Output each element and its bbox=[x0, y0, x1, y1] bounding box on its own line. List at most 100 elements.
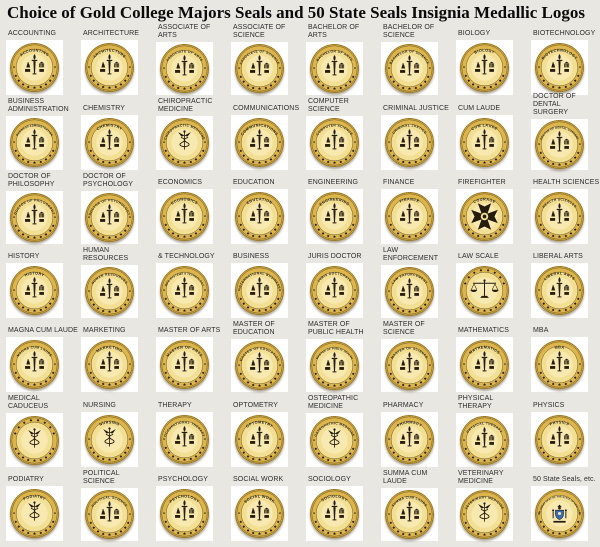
seal-thumbnail[interactable]: ASSOCIATE OF SCIENCE bbox=[231, 42, 288, 96]
seal-label: MASTER OF SCIENCE bbox=[383, 321, 425, 337]
svg-text:COURAGE: COURAGE bbox=[473, 197, 497, 204]
seal-label: 50 State Seals, etc. bbox=[533, 476, 596, 484]
gold-seal-image: EDUCATION bbox=[235, 191, 284, 241]
seal-thumbnail[interactable]: HEALTH SCIENCES bbox=[531, 188, 588, 244]
seal-thumbnail[interactable]: ENGINEERING bbox=[306, 188, 363, 244]
gold-seal-image: ARCHITECTURE bbox=[85, 43, 134, 93]
seal-thumbnail[interactable]: BIOTECHNOLOGY bbox=[531, 40, 588, 96]
seal-thumbnail[interactable]: CHIROPRACTIC MEDICINE bbox=[156, 116, 213, 170]
gold-seal-image: MARKETING bbox=[85, 340, 134, 390]
seal-thumbnail[interactable]: OPTOMETRY bbox=[231, 411, 288, 467]
seal-thumbnail[interactable]: BUSINESS ADMINISTRATION bbox=[6, 116, 63, 170]
seal-cell: ACCOUNTING ACCOUNTING bbox=[0, 24, 75, 98]
gold-seal-image: COMMUNICATIONS bbox=[235, 117, 284, 167]
torch-emblem-icon bbox=[250, 500, 270, 521]
gold-seal-image: PHYSICAL THERAPY bbox=[460, 415, 509, 465]
seal-thumbnail[interactable]: COMPUTER SCIENCE bbox=[306, 116, 363, 170]
seal-thumbnail[interactable]: CHEMISTRY bbox=[81, 114, 138, 170]
seal-thumbnail[interactable]: VETERINARY MEDICINE bbox=[456, 487, 513, 542]
seal-thumbnail[interactable]: PODIATRY bbox=[6, 486, 63, 542]
gold-seal-image: SUMMA CUM LAUDE bbox=[385, 489, 434, 539]
seal-cell: PHYSICAL THERAPY PHYSICAL THERAPY bbox=[450, 395, 525, 469]
seal-thumbnail[interactable]: DOCTOR OF PHILOSOPHY bbox=[6, 190, 63, 244]
gold-seal-image: JURIS DOCTORATE bbox=[310, 266, 359, 316]
seal-cell: & TECHNOLOGY INFO SYSTEMS & TECHNOLOGY bbox=[150, 247, 225, 321]
seal-cell: COMPUTER SCIENCE COMPUTER SCIENCE bbox=[300, 98, 375, 172]
seal-label: BIOTECHNOLOGY bbox=[533, 30, 596, 38]
seal-thumbnail[interactable]: MASTER OF ARTS bbox=[156, 337, 213, 393]
seal-thumbnail[interactable]: FINANCE bbox=[381, 188, 438, 244]
caduceus-icon bbox=[478, 502, 491, 522]
seal-thumbnail[interactable]: POLITICAL SCIENCE bbox=[81, 487, 138, 542]
seal-thumbnail[interactable]: OCCUPATIONAL THERAPY bbox=[156, 411, 213, 467]
seal-thumbnail[interactable]: JURIS DOCTORATE bbox=[306, 263, 363, 319]
seal-thumbnail[interactable]: BACHELOR OF SCIENCE bbox=[381, 42, 438, 96]
seal-thumbnail[interactable]: DOCTOR OF DENTAL SURGERY bbox=[531, 118, 588, 170]
seal-label: ASSOCIATE OF SCIENCE bbox=[233, 24, 286, 39]
gold-seal-image: THE GREAT SEAL OF THE STATE OF NEW YORK bbox=[535, 489, 584, 539]
seal-thumbnail[interactable]: COURAGE bbox=[456, 188, 513, 244]
seal-thumbnail[interactable]: EDUCATION bbox=[231, 188, 288, 244]
seal-thumbnail[interactable]: SUMMA CUM LAUDE bbox=[381, 487, 438, 542]
seal-thumbnail[interactable]: ACCOUNTING bbox=[6, 40, 63, 96]
seal-thumbnail[interactable]: MASTER OF SCIENCE bbox=[381, 339, 438, 393]
seal-thumbnail[interactable]: DOCTOR OF PSYCHOLOGY bbox=[81, 190, 138, 244]
torch-emblem-icon bbox=[175, 351, 195, 372]
seal-thumbnail[interactable]: MARKETING bbox=[81, 337, 138, 393]
seal-thumbnail[interactable]: MASTER OF PUBLIC HEALTH bbox=[306, 339, 363, 393]
caduceus-icon bbox=[328, 428, 341, 448]
seal-label: COMPUTER SCIENCE bbox=[308, 98, 349, 114]
seal-thumbnail[interactable]: PSYCHOLOGY bbox=[156, 486, 213, 542]
seal-thumbnail[interactable]: OSTEOPATHIC MEDICINE bbox=[306, 413, 363, 467]
seal-thumbnail[interactable]: BIOLOGY bbox=[456, 40, 513, 96]
seal-thumbnail[interactable]: BACHELOR OF ARTS bbox=[306, 42, 363, 96]
seal-thumbnail[interactable]: MBA bbox=[531, 337, 588, 393]
seal-thumbnail[interactable]: LIBERAL ARTS bbox=[531, 263, 588, 319]
torch-emblem-icon bbox=[400, 500, 420, 522]
seal-thumbnail[interactable]: LAW ENFORCEMENT bbox=[381, 264, 438, 319]
seal-thumbnail[interactable]: COMMUNICATIONS bbox=[231, 114, 288, 170]
seal-thumbnail[interactable]: MASTER OF EDUCATION bbox=[231, 339, 288, 393]
seal-thumbnail[interactable]: HUMAN RESOURCES bbox=[81, 264, 138, 319]
seal-cell: ARCHITECTURE ARCHITECTURE bbox=[75, 24, 150, 98]
seal-thumbnail[interactable]: PHARMACY bbox=[381, 411, 438, 467]
seal-thumbnail[interactable]: MAGNA CUM LAUDE bbox=[6, 337, 63, 393]
seal-thumbnail[interactable] bbox=[6, 413, 63, 467]
torch-emblem-icon bbox=[175, 202, 195, 224]
torch-emblem-icon bbox=[400, 352, 420, 373]
seal-thumbnail[interactable]: ASSOCIATE OF ARTS bbox=[156, 42, 213, 96]
seal-thumbnail[interactable]: PHYSICAL THERAPY bbox=[456, 413, 513, 467]
seal-thumbnail[interactable]: PHYSICS bbox=[531, 411, 588, 467]
seal-label: CUM LAUDE bbox=[458, 104, 501, 112]
seal-thumbnail[interactable]: SOCIAL WORK bbox=[231, 486, 288, 542]
svg-text:EDUCATION: EDUCATION bbox=[246, 197, 273, 205]
torch-emblem-icon bbox=[250, 425, 270, 447]
seal-thumbnail[interactable]: THE GREAT SEAL OF THE STATE OF NEW YORK bbox=[531, 486, 588, 542]
gold-seal-image: HUMAN RESOURCES bbox=[85, 267, 134, 317]
svg-text:MBA: MBA bbox=[554, 346, 565, 351]
seal-thumbnail[interactable]: INFO SYSTEMS & TECHNOLOGY bbox=[156, 263, 213, 319]
seal-thumbnail[interactable]: ECONOMICS bbox=[156, 188, 213, 244]
gold-seal-image: ASSOCIATE OF SCIENCE bbox=[235, 44, 284, 94]
seal-thumbnail[interactable]: MATHEMATICS bbox=[456, 337, 513, 393]
seal-thumbnail[interactable] bbox=[456, 263, 513, 319]
seal-thumbnail[interactable]: ARCHITECTURE bbox=[81, 40, 138, 96]
seal-thumbnail[interactable]: SOCIOLOGY bbox=[306, 486, 363, 542]
seal-cell: EDUCATION EDUCATION bbox=[225, 173, 300, 247]
seal-thumbnail[interactable]: NURSING bbox=[81, 411, 138, 467]
gold-seal-image: OCCUPATIONAL THERAPY bbox=[160, 414, 209, 464]
gold-seal-image: MASTER OF EDUCATION bbox=[235, 341, 284, 391]
seal-thumbnail[interactable]: INTERNATIONAL BUSINESS bbox=[231, 263, 288, 319]
caduceus-icon bbox=[103, 427, 116, 447]
gold-seal-image: LAW ENFORCEMENT bbox=[385, 267, 434, 317]
seal-thumbnail[interactable]: HISTORY bbox=[6, 263, 63, 319]
torch-emblem-icon bbox=[550, 202, 570, 224]
torch-emblem-icon bbox=[100, 351, 120, 372]
torch-emblem-icon bbox=[25, 203, 45, 225]
gold-seal-image: CUM LAUDE bbox=[460, 117, 509, 167]
torch-emblem-icon bbox=[550, 130, 570, 151]
seal-thumbnail[interactable]: CRIMINAL JUSTICE bbox=[381, 114, 438, 170]
seal-thumbnail[interactable]: CUM LAUDE bbox=[456, 114, 513, 170]
seal-label: & TECHNOLOGY bbox=[158, 253, 215, 261]
seal-label: MASTER OF EDUCATION bbox=[233, 321, 275, 337]
